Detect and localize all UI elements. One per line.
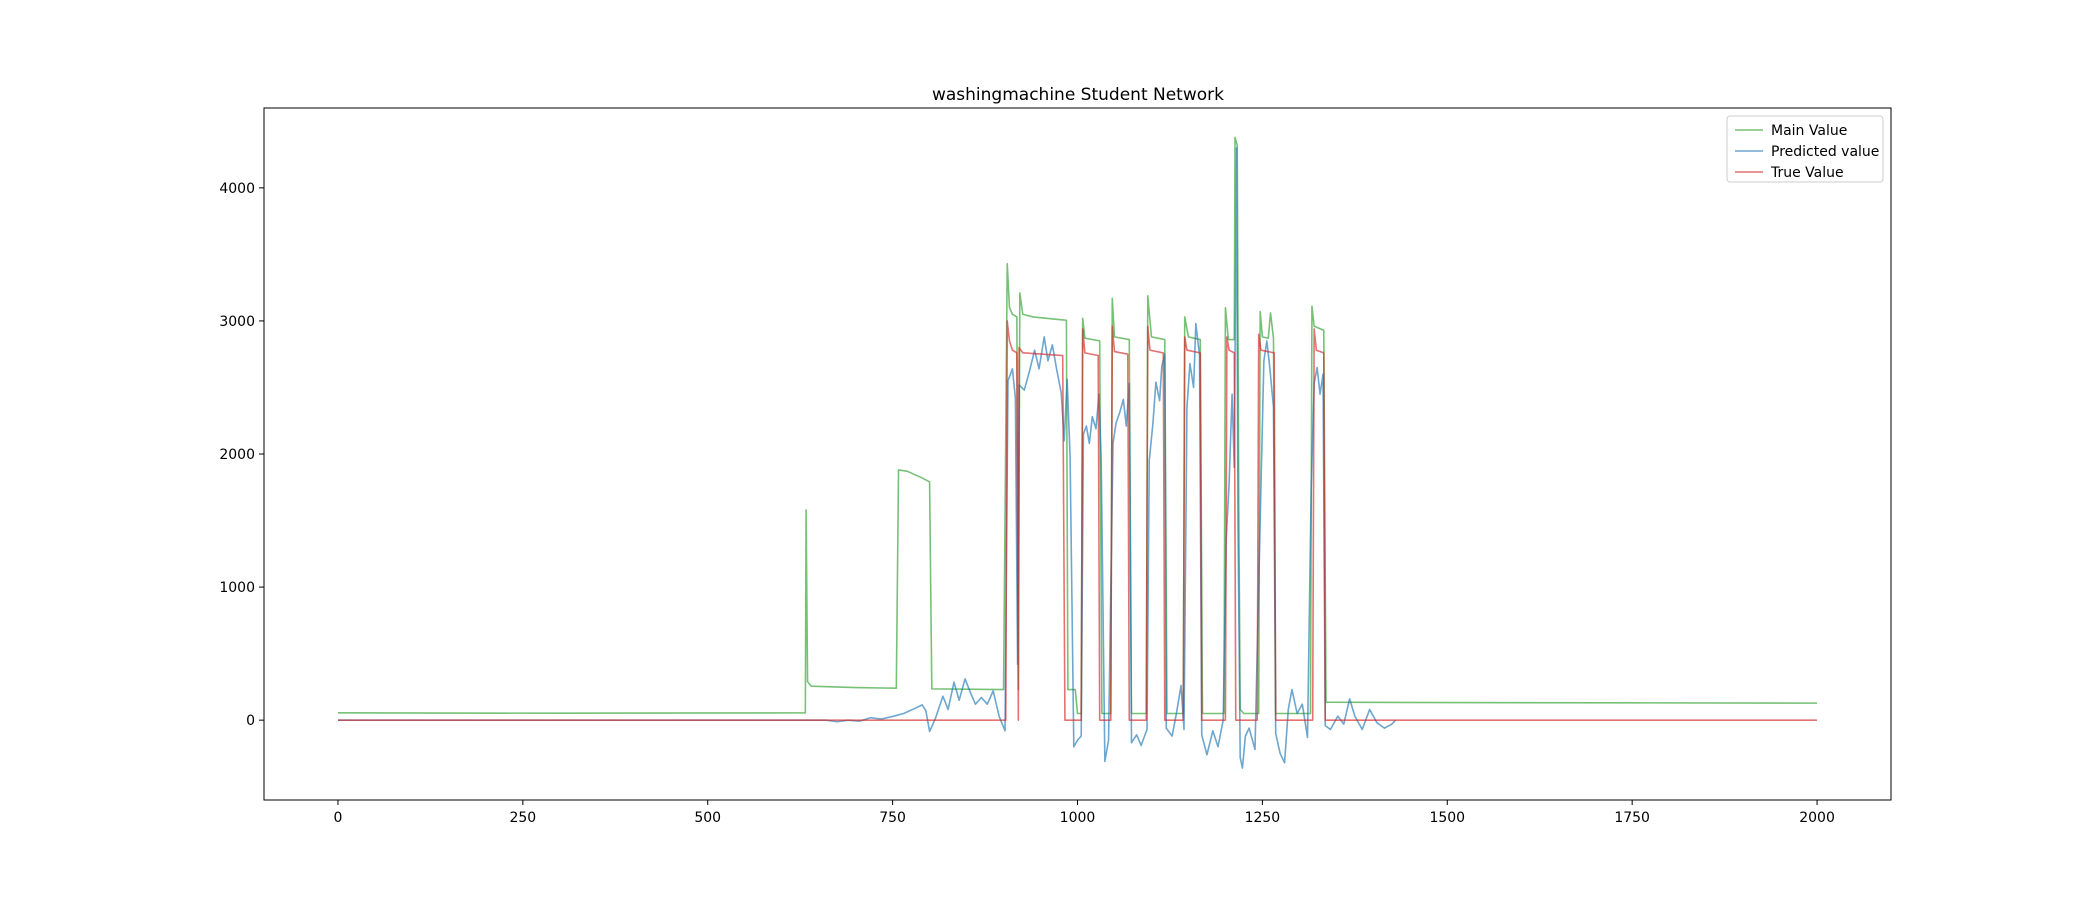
chart-title: washingmachine Student Network xyxy=(932,85,1224,105)
series-layer xyxy=(337,136,1818,769)
legend-label: True Value xyxy=(1770,165,1844,181)
x-tick-label: 500 xyxy=(694,810,721,826)
plot-frame xyxy=(263,107,1892,801)
x-tick-label: 2000 xyxy=(1799,810,1835,826)
y-tick-label: 4000 xyxy=(219,181,255,197)
x-tick-label: 1000 xyxy=(1060,810,1096,826)
legend-box xyxy=(1726,115,1884,183)
series-line-true-value xyxy=(337,320,1818,721)
x-tick-label: 1250 xyxy=(1245,810,1281,826)
x-axis: 0 250 500 750 1000 1250 1500 1750 2000 xyxy=(333,800,1835,826)
y-tick-label: 3000 xyxy=(219,314,255,330)
y-tick-label: 2000 xyxy=(219,447,255,463)
legend-label: Predicted value xyxy=(1771,144,1879,160)
x-tick-label: 1500 xyxy=(1429,810,1465,826)
legend: Main Value Predicted value True Value xyxy=(1726,115,1884,183)
x-tick-label: 1750 xyxy=(1614,810,1650,826)
x-tick-label: 750 xyxy=(879,810,906,826)
y-tick-label: 0 xyxy=(246,713,255,729)
y-tick-label: 1000 xyxy=(219,580,255,596)
series-line-predicted-value xyxy=(337,147,1397,769)
x-tick-label: 0 xyxy=(333,810,342,826)
y-axis: 0 1000 2000 3000 4000 xyxy=(219,181,264,729)
series-line-main-value xyxy=(337,136,1818,715)
x-tick-label: 250 xyxy=(509,810,536,826)
legend-label: Main Value xyxy=(1771,123,1847,139)
